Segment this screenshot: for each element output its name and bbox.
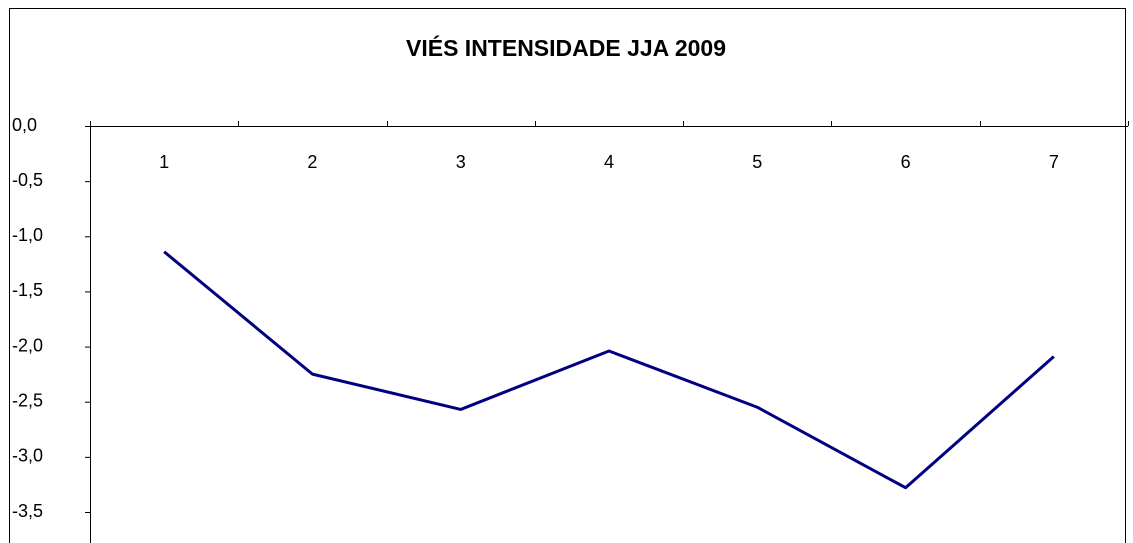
y-tick-label: -0,5 bbox=[12, 170, 43, 190]
x-tick-label: 2 bbox=[307, 152, 317, 172]
y-tick-label: 0,0 bbox=[12, 115, 37, 135]
y-tick-label: -3,5 bbox=[12, 501, 43, 521]
y-tick-label: -1,5 bbox=[12, 280, 43, 300]
y-tick-label: -2,5 bbox=[12, 390, 43, 410]
y-tick-label: -3,0 bbox=[12, 446, 43, 466]
y-tick-label: -2,0 bbox=[12, 335, 43, 355]
x-tick-label: 3 bbox=[456, 152, 466, 172]
x-tick-label: 6 bbox=[901, 152, 911, 172]
x-tick-label: 1 bbox=[159, 152, 169, 172]
x-tick-label: 4 bbox=[604, 152, 614, 172]
chart-frame bbox=[9, 8, 1126, 543]
x-tick-label: 7 bbox=[1049, 152, 1059, 172]
line-series bbox=[163, 250, 1055, 490]
x-tick-label: 5 bbox=[752, 152, 762, 172]
chart-title: VIÉS INTENSIDADE JJA 2009 bbox=[406, 34, 726, 61]
y-tick-label: -1,0 bbox=[12, 225, 43, 245]
